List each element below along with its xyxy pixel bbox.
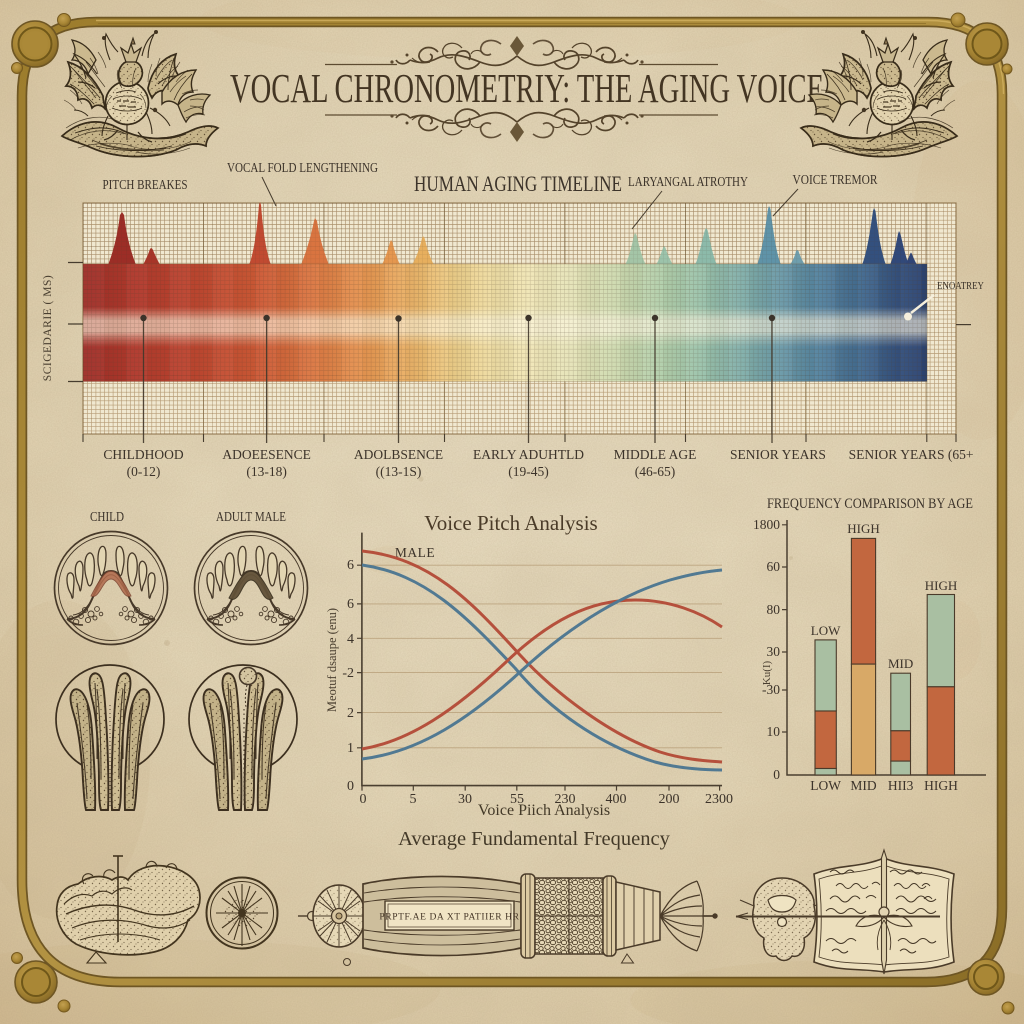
- svg-text:(13-18): (13-18): [246, 464, 287, 479]
- svg-text:-2: -2: [342, 666, 354, 681]
- svg-text:MID: MID: [888, 656, 913, 671]
- svg-text:(0-12): (0-12): [127, 464, 161, 479]
- svg-text:ADOLBSENCE: ADOLBSENCE: [354, 447, 443, 462]
- svg-text:LOW: LOW: [810, 778, 841, 793]
- svg-text:-30: -30: [762, 682, 780, 697]
- svg-text:(19-45): (19-45): [508, 464, 549, 479]
- svg-text:PRPTF.AE DA XT PATIIER HR: PRPTF.AE DA XT PATIIER HR: [379, 913, 519, 923]
- svg-text:Ku(I): Ku(I): [761, 660, 773, 685]
- svg-text:60: 60: [767, 559, 781, 574]
- svg-text:LARYANGAL ATROTHY: LARYANGAL ATROTHY: [628, 174, 748, 189]
- svg-text:5: 5: [410, 792, 417, 807]
- svg-text:LOW: LOW: [811, 623, 841, 638]
- svg-text:0: 0: [773, 767, 780, 782]
- svg-text:Average Fundamental Frequency: Average Fundamental Frequency: [398, 828, 670, 850]
- svg-text:VOCAL CHRONOMETRIY: THE AGING: VOCAL CHRONOMETRIY: THE AGING VOICE: [230, 65, 824, 111]
- svg-text:HUMAN AGING TIMELINE: HUMAN AGING TIMELINE: [414, 171, 622, 196]
- svg-text:6: 6: [347, 558, 354, 573]
- svg-text:EARLY ADUHTLD: EARLY ADUHTLD: [473, 447, 584, 462]
- svg-text:2300: 2300: [705, 792, 733, 807]
- svg-text:SENIOR YEARS: SENIOR YEARS: [730, 447, 826, 462]
- svg-text:80: 80: [767, 602, 781, 617]
- svg-text:MALE: MALE: [395, 545, 435, 560]
- svg-text:ADOEESENCE: ADOEESENCE: [222, 447, 311, 462]
- svg-text:1: 1: [347, 741, 354, 756]
- svg-text:ADULT MALE: ADULT MALE: [216, 509, 286, 524]
- svg-text:FREQUENCY COMPARISON BY AGE: FREQUENCY COMPARISON BY AGE: [767, 496, 973, 512]
- svg-text:MIDDLE AGE: MIDDLE AGE: [614, 447, 697, 462]
- svg-text:Voice Piich Analysis: Voice Piich Analysis: [478, 802, 610, 819]
- svg-text:SENIOR YEARS (65+: SENIOR YEARS (65+: [849, 447, 974, 462]
- svg-text:ENOATREY: ENOATREY: [937, 281, 984, 292]
- svg-text:0: 0: [347, 779, 354, 794]
- svg-text:((13-1S): ((13-1S): [376, 464, 422, 479]
- svg-text:1800: 1800: [753, 517, 780, 532]
- svg-text:400: 400: [606, 792, 627, 807]
- svg-text:200: 200: [659, 792, 680, 807]
- svg-text:30: 30: [458, 792, 472, 807]
- svg-text:30: 30: [767, 644, 781, 659]
- svg-text:6: 6: [347, 597, 354, 612]
- svg-text:0: 0: [360, 792, 367, 807]
- svg-text:(46-65): (46-65): [635, 464, 676, 479]
- svg-text:10: 10: [767, 724, 781, 739]
- svg-text:MID: MID: [850, 778, 876, 793]
- svg-text:SCIGEDARIE ( MS): SCIGEDARIE ( MS): [42, 275, 54, 381]
- svg-text:VOCAL FOLD LENGTHENING: VOCAL FOLD LENGTHENING: [227, 160, 378, 175]
- svg-text:VOICE TREMOR: VOICE TREMOR: [793, 172, 878, 187]
- svg-text:55: 55: [510, 792, 524, 807]
- svg-text:HII3: HII3: [888, 778, 914, 793]
- svg-text:HIGH: HIGH: [847, 521, 880, 536]
- svg-text:HIGH: HIGH: [925, 578, 958, 593]
- svg-text:CHILDHOOD: CHILDHOOD: [103, 447, 183, 462]
- svg-text:4: 4: [347, 632, 354, 647]
- svg-text:Voice Pitch Analysis: Voice Pitch Analysis: [424, 511, 597, 535]
- svg-text:PITCH BREAKES: PITCH BREAKES: [103, 177, 188, 192]
- svg-text:CHILD: CHILD: [90, 509, 124, 524]
- svg-text:2: 2: [347, 706, 354, 721]
- svg-text:HIGH: HIGH: [924, 778, 958, 793]
- svg-text:Meotuf dsaupe (enu): Meotuf dsaupe (enu): [325, 608, 339, 712]
- svg-text:230: 230: [555, 792, 576, 807]
